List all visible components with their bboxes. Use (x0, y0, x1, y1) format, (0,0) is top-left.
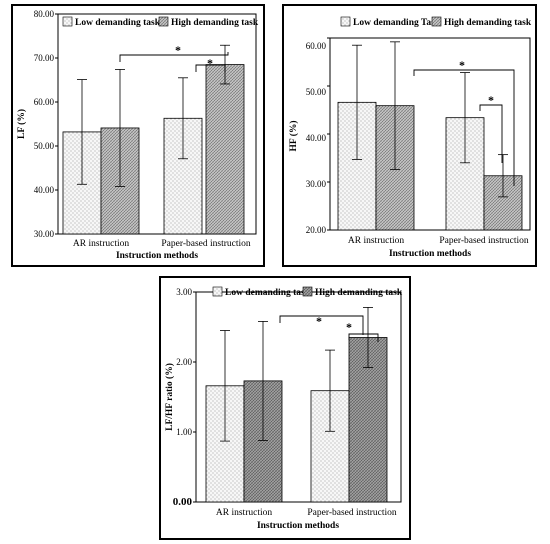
legend-label-low: Low demanding task (75, 18, 161, 28)
significance-bracket (413, 69, 515, 186)
x-category-label: AR instruction (73, 239, 129, 249)
x-category-label: AR instruction (216, 508, 272, 518)
significance-star: * (316, 314, 322, 328)
significance-star: * (207, 56, 213, 70)
legend: Low demanding Task High demanding task (340, 16, 532, 28)
legend-label-high: High demanding task (171, 18, 259, 28)
significance-layer: * * (279, 314, 379, 342)
significance-star: * (459, 58, 465, 72)
x-category-label: Paper-based instruction (439, 236, 528, 246)
plot-area (57, 13, 257, 235)
y-axis: 30.00 40.00 50.00 60.00 70.00 80.00 LF (… (16, 9, 58, 239)
y-tick-label: 30.00 (34, 229, 55, 239)
y-tick-label: 40.00 (306, 133, 327, 143)
significance-bracket (348, 333, 379, 342)
legend-swatch-low (212, 286, 223, 297)
x-axis-title: Instruction methods (389, 249, 471, 259)
y-axis-title: LF/HF ratio (%) (164, 363, 175, 431)
x-axis-title: Instruction methods (257, 521, 339, 531)
y-tick-label: 3.00 (176, 287, 192, 297)
significance-star: * (175, 43, 181, 57)
y-tick-label: 50.00 (34, 141, 55, 151)
x-axis-title: Instruction methods (116, 251, 198, 261)
error-bars-layer (77, 44, 230, 187)
legend-swatch-low (340, 16, 351, 27)
legend-label-high: High demanding task (315, 288, 403, 298)
y-tick-label: 0.00 (173, 496, 193, 508)
y-tick-label: 2.00 (176, 357, 192, 367)
plot-area (195, 291, 402, 503)
legend-swatch-high (158, 16, 169, 27)
significance-bracket (119, 52, 229, 62)
y-tick-label: 20.00 (306, 225, 327, 235)
y-tick-label: 40.00 (34, 185, 55, 195)
y-axis-title: LF (%) (16, 109, 27, 139)
y-axis-title: HF (%) (288, 120, 299, 151)
legend-label-high: High demanding task (444, 18, 532, 28)
legend-label-low: Low demanding task (225, 288, 311, 298)
y-axis: 0.00 1.00 2.00 3.00 LF/HF ratio (%) (164, 287, 196, 508)
legend-label-low: Low demanding Task (353, 18, 441, 28)
significance-bracket (195, 64, 226, 72)
significance-layer: * * (413, 58, 515, 186)
y-tick-label: 80.00 (34, 9, 55, 19)
error-bars-layer (352, 41, 508, 198)
significance-bracket (279, 315, 364, 335)
bar-high (205, 64, 245, 235)
x-category-label: Paper-based instruction (307, 508, 396, 518)
significance-bracket (479, 104, 503, 163)
significance-star: * (488, 93, 494, 107)
y-tick-label: 60.00 (306, 41, 327, 51)
legend: Low demanding task High demanding task (212, 286, 403, 298)
significance-layer: * * (119, 43, 229, 72)
legend-swatch-high (302, 286, 313, 297)
error-bars-layer (220, 306, 373, 442)
significance-star: * (346, 320, 352, 334)
y-axis: 20.00 30.00 40.00 50.00 60.00 HF (%) (288, 37, 330, 235)
y-tick-label: 50.00 (306, 87, 327, 97)
legend-swatch-high (431, 16, 442, 27)
y-tick-label: 1.00 (176, 427, 192, 437)
y-tick-label: 30.00 (306, 179, 327, 189)
x-category-label: Paper-based instruction (161, 239, 250, 249)
hf-chart: Low demanding Task High demanding task 2… (288, 16, 532, 259)
legend-swatch-low (62, 16, 73, 27)
legend: Low demanding task High demanding task (62, 16, 259, 28)
y-tick-label: 60.00 (34, 97, 55, 107)
lf-hf-ratio-chart: Low demanding task High demanding task 0… (164, 286, 403, 531)
x-category-label: AR instruction (348, 236, 404, 246)
y-tick-label: 70.00 (34, 53, 55, 63)
lf-chart: Low demanding task High demanding task 3… (16, 9, 259, 261)
